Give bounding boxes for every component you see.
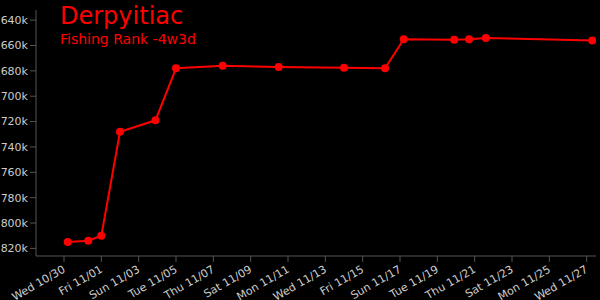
svg-text:Fri 11/01: Fri 11/01	[56, 262, 105, 299]
svg-text:Wed 11/27: Wed 11/27	[532, 263, 590, 300]
svg-text:700k: 700k	[8, 90, 29, 103]
html-text:Fishing Rank -4w3d: Fishing Rank -4w3d	[60, 31, 196, 47]
svg-text:780k: 780k	[8, 192, 29, 205]
svg-text:660k: 660k	[8, 39, 29, 52]
svg-text:740k: 740k	[8, 141, 29, 154]
svg-text:720k: 720k	[8, 115, 29, 128]
svg-text:820k: 820k	[8, 242, 29, 255]
svg-text:800k: 800k	[8, 217, 29, 230]
svg-text:760k: 760k	[8, 166, 29, 179]
svg-text:Wed 11/13: Wed 11/13	[271, 263, 329, 300]
svg-text:Fri 11/15: Fri 11/15	[317, 262, 367, 299]
svg-text:680k: 680k	[8, 65, 29, 78]
html-text:Derpyitiac: Derpyitiac	[60, 2, 184, 30]
svg-text:640k: 640k	[8, 14, 29, 27]
svg-text:Wed 10/30: Wed 10/30	[10, 263, 68, 300]
